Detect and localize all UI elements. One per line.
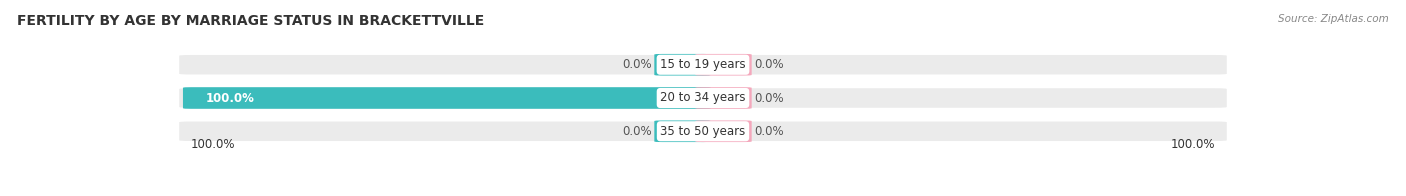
FancyBboxPatch shape xyxy=(654,121,710,142)
Text: 20 to 34 years: 20 to 34 years xyxy=(661,92,745,104)
Text: 0.0%: 0.0% xyxy=(754,92,785,104)
FancyBboxPatch shape xyxy=(654,54,710,75)
Text: 100.0%: 100.0% xyxy=(191,138,235,151)
FancyBboxPatch shape xyxy=(696,87,752,109)
Text: 0.0%: 0.0% xyxy=(621,58,652,71)
Text: 15 to 19 years: 15 to 19 years xyxy=(661,58,745,71)
Text: 0.0%: 0.0% xyxy=(754,58,785,71)
Text: 100.0%: 100.0% xyxy=(207,92,254,104)
Text: FERTILITY BY AGE BY MARRIAGE STATUS IN BRACKETTVILLE: FERTILITY BY AGE BY MARRIAGE STATUS IN B… xyxy=(17,14,484,28)
Text: 35 to 50 years: 35 to 50 years xyxy=(661,125,745,138)
FancyBboxPatch shape xyxy=(183,87,710,109)
FancyBboxPatch shape xyxy=(696,54,752,75)
FancyBboxPatch shape xyxy=(177,87,1229,109)
Text: 100.0%: 100.0% xyxy=(1171,138,1215,151)
FancyBboxPatch shape xyxy=(696,121,752,142)
Text: 0.0%: 0.0% xyxy=(754,125,785,138)
Text: Source: ZipAtlas.com: Source: ZipAtlas.com xyxy=(1278,14,1389,24)
FancyBboxPatch shape xyxy=(177,54,1229,76)
FancyBboxPatch shape xyxy=(177,120,1229,142)
Text: 0.0%: 0.0% xyxy=(621,125,652,138)
